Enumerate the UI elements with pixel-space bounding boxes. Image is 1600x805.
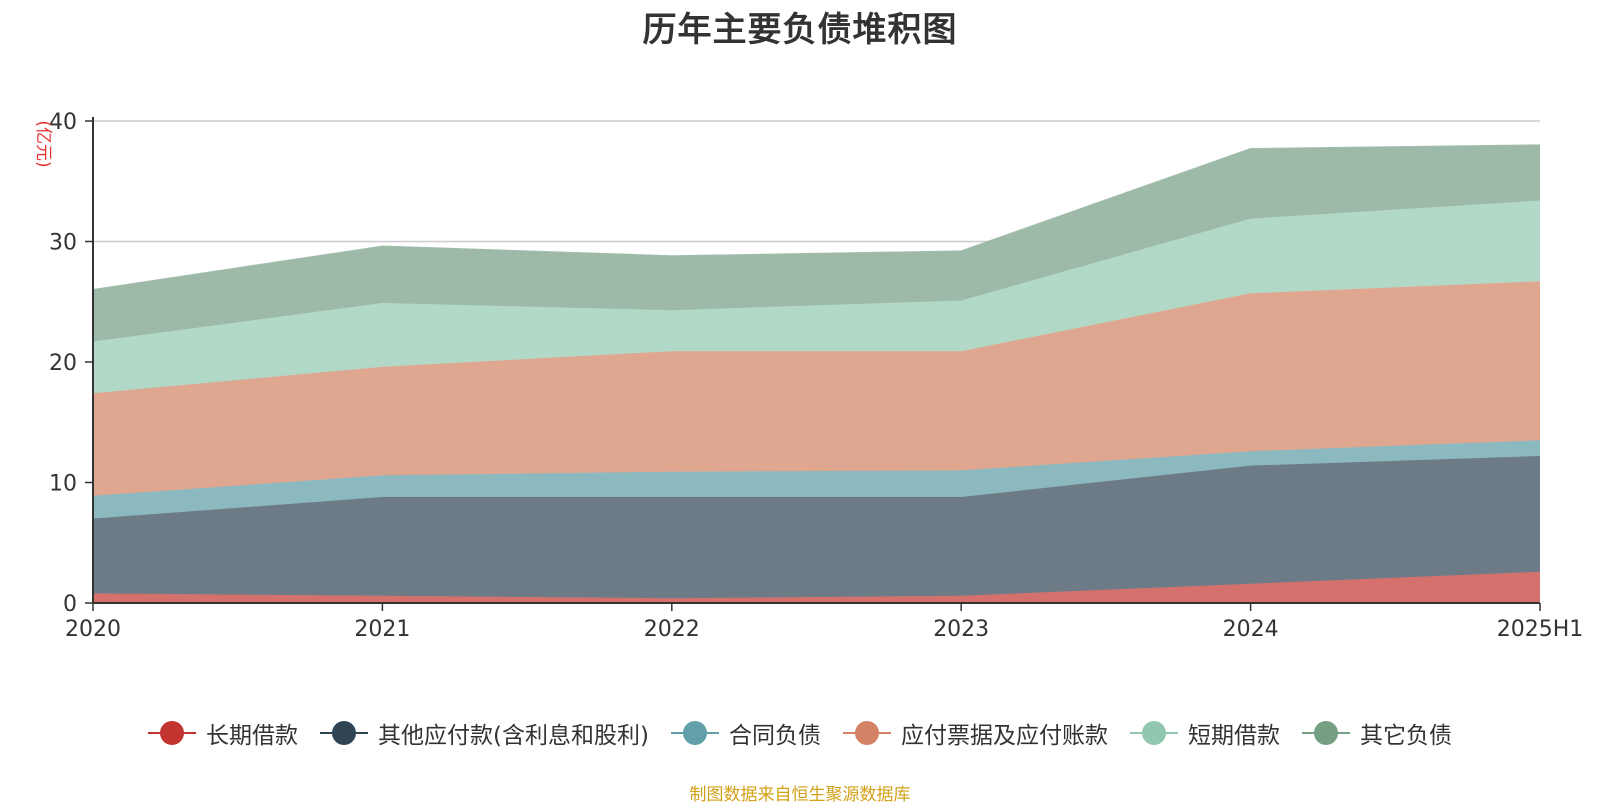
x-tick-label: 2023 <box>933 617 989 642</box>
x-tick-label: 2024 <box>1223 617 1279 642</box>
source-note: 制图数据来自恒生聚源数据库 <box>689 785 911 805</box>
y-tick-label: 10 <box>49 472 77 497</box>
legend-marker-icon <box>1129 721 1178 745</box>
legend-item[interactable]: 其它负债 <box>1301 716 1452 750</box>
area-series-5 <box>93 200 1540 394</box>
legend-item[interactable]: 长期借款 <box>148 716 298 750</box>
x-tick-label: 2025H1 <box>1497 617 1584 642</box>
y-tick-label: 30 <box>49 231 77 256</box>
x-tick-label: 2021 <box>354 617 410 642</box>
area-series-4 <box>93 281 1540 496</box>
legend-marker-icon <box>320 721 369 745</box>
legend: 长期借款 其他应付款(含利息和股利) 合同负债 应付票据及应付账款 短期借款 其它负债 <box>0 716 1600 750</box>
legend-marker-icon <box>148 721 197 745</box>
x-tick-label: 2020 <box>65 617 121 642</box>
legend-item[interactable]: 合同负债 <box>670 716 821 750</box>
x-tick-label: 2022 <box>644 617 700 642</box>
legend-item[interactable]: 短期借款 <box>1129 716 1280 750</box>
y-tick-label: 40 <box>49 110 77 135</box>
legend-label: 短期借款 <box>1187 723 1280 749</box>
legend-label: 其他应付款(含利息和股利) <box>378 723 649 749</box>
area-series-2 <box>93 456 1540 599</box>
legend-marker-icon <box>1301 721 1350 745</box>
legend-dot-icon <box>682 721 707 745</box>
legend-dot-icon <box>1141 721 1166 745</box>
y-axis-unit-label: (亿元) <box>33 120 53 167</box>
legend-dot-icon <box>1313 721 1338 745</box>
legend-dot-icon <box>160 721 185 745</box>
area-series-1 <box>93 571 1540 603</box>
chart-title: 历年主要负债堆积图 <box>642 10 958 50</box>
legend-item[interactable]: 其他应付款(含利息和股利) <box>320 716 649 750</box>
legend-label: 合同负债 <box>728 723 821 749</box>
legend-label: 长期借款 <box>206 723 299 749</box>
y-tick-label: 20 <box>49 351 77 376</box>
legend-label: 其它负债 <box>1359 723 1452 749</box>
axes: 0 10 20 30 40 2020 2021 2022 2023 2024 2025H1 <box>49 110 1583 642</box>
y-tick-label: 0 <box>63 592 77 617</box>
legend-label: 应付票据及应付账款 <box>900 723 1108 749</box>
area-series <box>92 144 1541 603</box>
area-series-6-edge <box>92 144 1541 291</box>
legend-marker-icon <box>842 721 891 745</box>
area-series-6 <box>93 145 1540 342</box>
legend-dot-icon <box>854 721 879 745</box>
legend-item[interactable]: 应付票据及应付账款 <box>842 716 1108 750</box>
area-series-3 <box>93 440 1540 519</box>
legend-dot-icon <box>332 721 357 745</box>
legend-marker-icon <box>670 721 719 745</box>
